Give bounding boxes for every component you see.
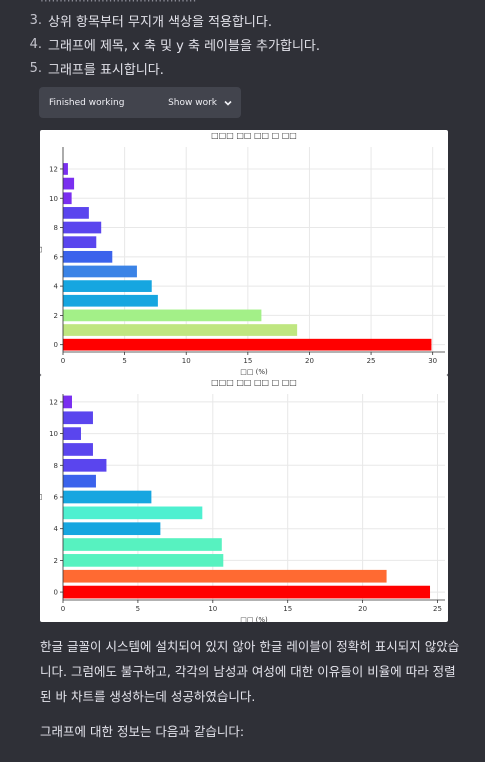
x-tick-label: 10 — [182, 357, 191, 365]
chart-title: □□□ □□ □□ □ □□ — [211, 131, 297, 140]
y-tick-label: 12 — [49, 165, 58, 173]
bar — [63, 443, 93, 456]
chevron-down-icon — [224, 100, 232, 106]
work-status-bar: Finished working Show work — [39, 87, 241, 118]
x-tick-label: 25 — [433, 605, 442, 613]
bar — [63, 221, 102, 234]
bar-chart-2: □□□ □□ □□ □ □□ 0 5 10 15 20 25 0 2 4 6 8 10 12 □□ (%) □ — [40, 378, 445, 622]
y-tick-label: 10 — [49, 430, 58, 438]
step-text: 그래프를 표시합니다. — [48, 62, 164, 78]
show-work-button[interactable]: Show work — [168, 98, 233, 108]
bar — [63, 192, 72, 205]
bar — [63, 294, 158, 307]
y-tick-label: 10 — [49, 195, 58, 203]
x-tick-label: 0 — [61, 357, 65, 365]
y-tick-label: 8 — [54, 462, 58, 470]
result-paragraph: 한글 글꼴이 시스템에 설치되어 있지 않아 한글 레이블이 정확히 표시되지 … — [40, 639, 460, 704]
x-tick-label: 15 — [283, 605, 292, 613]
steps-list: 3. 상위 항목부터 무지개 색상을 적용합니다. 4. 그래프에 제목, x … — [24, 8, 320, 80]
step-text: 상위 항목부터 무지개 색상을 적용합니다. — [48, 14, 272, 30]
x-tick-label: 20 — [358, 605, 367, 613]
y-tick-label: 6 — [54, 494, 59, 502]
x-tick-label: 30 — [428, 357, 437, 365]
bar — [63, 474, 96, 488]
bar — [63, 506, 203, 520]
y-tick-label: 2 — [54, 312, 58, 320]
y-tick-label: 4 — [54, 525, 59, 533]
chart-panel-2: □□□ □□ □□ □ □□ 0 5 10 15 20 25 0 2 4 6 8 10 12 □□ (%) □ — [40, 375, 448, 622]
bar — [63, 207, 89, 219]
y-tick-label: 12 — [49, 398, 58, 406]
x-tick-label: 20 — [305, 357, 314, 365]
bar — [63, 265, 137, 278]
x-tick-label: 10 — [208, 605, 217, 613]
y-tick-label: 0 — [54, 341, 58, 349]
y-tick-label: 0 — [54, 589, 58, 597]
bar — [63, 236, 97, 249]
info-paragraph: 그래프에 대한 정보는 다음과 같습니다: — [40, 724, 245, 739]
x-tick-label: 0 — [61, 605, 65, 613]
bar — [63, 338, 432, 351]
finished-working-label: Finished working — [49, 97, 125, 108]
bar — [63, 585, 431, 599]
y-axis-label: □ — [40, 494, 43, 501]
bar — [63, 490, 152, 504]
bar — [63, 554, 224, 567]
y-tick-label: 4 — [54, 283, 59, 291]
bar — [63, 427, 81, 440]
y-tick-label: 6 — [54, 253, 59, 261]
show-work-label: Show work — [168, 97, 217, 108]
bar — [63, 309, 262, 322]
bar — [63, 280, 152, 292]
y-axis-label: □ — [40, 246, 43, 253]
bar — [63, 458, 107, 472]
y-tick-label: 2 — [54, 557, 58, 565]
x-tick-label: 5 — [136, 605, 140, 613]
list-item: 3. 상위 항목부터 무지개 색상을 적용합니다. — [24, 8, 320, 32]
x-tick-label: 5 — [122, 357, 126, 365]
chart-panel-1: □□□ □□ □□ □ □□ 0 5 10 15 20 25 30 0 2 4 6 8 10 12 □□ (%… — [40, 130, 448, 375]
list-item: 5. 그래프를 표시합니다. — [24, 56, 320, 80]
step-number: 3. — [29, 12, 42, 28]
bar — [63, 163, 68, 175]
bar — [63, 177, 75, 190]
bar — [63, 395, 72, 409]
chart-title: □□□ □□ □□ □ □□ — [211, 378, 297, 387]
x-axis-label: □□ (%) — [240, 368, 268, 375]
bar — [63, 522, 161, 536]
x-axis-label: □□ (%) — [240, 616, 268, 622]
bar — [63, 250, 113, 263]
bar — [63, 538, 222, 551]
scrolled-text-fragment: ········································… — [40, 0, 440, 4]
list-item: 4. 그래프에 제목, x 축 및 y 축 레이블을 추가합니다. — [24, 32, 320, 56]
bar — [63, 411, 93, 425]
step-number: 5. — [29, 60, 42, 76]
step-text: 그래프에 제목, x 축 및 y 축 레이블을 추가합니다. — [48, 38, 320, 54]
bar-chart-1: □□□ □□ □□ □ □□ 0 5 10 15 20 25 30 0 2 4 6 8 10 12 □□ (%… — [40, 131, 445, 375]
bar — [63, 324, 298, 336]
x-tick-label: 15 — [243, 357, 252, 365]
bar — [63, 569, 387, 583]
y-tick-label: 8 — [54, 224, 58, 232]
x-tick-label: 25 — [367, 357, 376, 365]
step-number: 4. — [29, 36, 42, 52]
